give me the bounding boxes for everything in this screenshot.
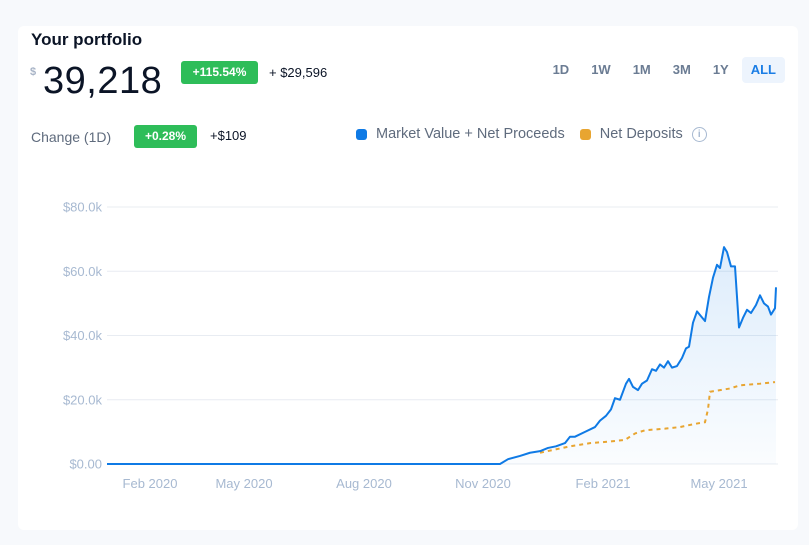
change-1d-label: Change (1D)	[31, 129, 112, 145]
x-tick-label: Aug 2020	[336, 476, 392, 491]
x-axis-labels: Feb 2020 May 2020 Aug 2020 Nov 2020 Feb 2021…	[123, 476, 748, 491]
y-tick-label: $0.00	[69, 457, 102, 472]
legend-net-deposits-label: Net Deposits	[599, 126, 683, 142]
range-all-button[interactable]: ALL	[741, 57, 785, 83]
market-value-line	[107, 246, 777, 465]
legend-market-value-label: Market Value + Net Proceeds	[376, 126, 565, 142]
change-1d-amount: +$109	[210, 128, 247, 143]
total-change-amount: + $29,596	[269, 65, 328, 80]
y-tick-label: $80.0k	[63, 200, 103, 215]
range-1y-button[interactable]: 1Y	[712, 62, 729, 77]
y-tick-label: $20.0k	[63, 392, 103, 407]
portfolio-value: 39,218	[43, 60, 163, 102]
change-1d-badge: +0.28%	[134, 125, 197, 148]
x-tick-label: Nov 2020	[455, 476, 511, 491]
net-deposits-swatch-icon	[579, 128, 591, 140]
x-tick-label: Feb 2020	[123, 476, 178, 491]
x-tick-label: May 2020	[215, 476, 272, 491]
y-axis-labels: $0.00 $20.0k $40.0k $60.0k $80.0k	[63, 200, 103, 472]
info-icon[interactable]: i	[691, 126, 707, 142]
range-1m-button[interactable]: 1M	[632, 62, 651, 77]
net-deposits-line	[539, 381, 776, 454]
legend-market-value: Market Value + Net Proceeds	[356, 126, 565, 142]
range-1w-button[interactable]: 1W	[591, 62, 611, 77]
x-tick-label: May 2021	[690, 476, 747, 491]
total-change-badge: +115.54%	[181, 61, 258, 84]
time-range-selector: 1D 1W 1M 3M 1Y ALL	[540, 57, 785, 83]
market-value-swatch-icon	[356, 128, 367, 140]
currency-symbol: $	[30, 66, 37, 78]
page-title: Your portfolio	[31, 30, 143, 49]
range-1d-button[interactable]: 1D	[552, 62, 570, 77]
chart-legend: Market Value + Net Proceeds Net Deposits…	[356, 126, 707, 142]
market-value-area	[107, 247, 776, 464]
legend-net-deposits: Net Deposits	[579, 126, 683, 142]
range-3m-button[interactable]: 3M	[672, 62, 691, 77]
y-tick-label: $40.0k	[63, 328, 103, 343]
y-tick-label: $60.0k	[63, 264, 103, 279]
x-tick-label: Feb 2021	[576, 476, 631, 491]
